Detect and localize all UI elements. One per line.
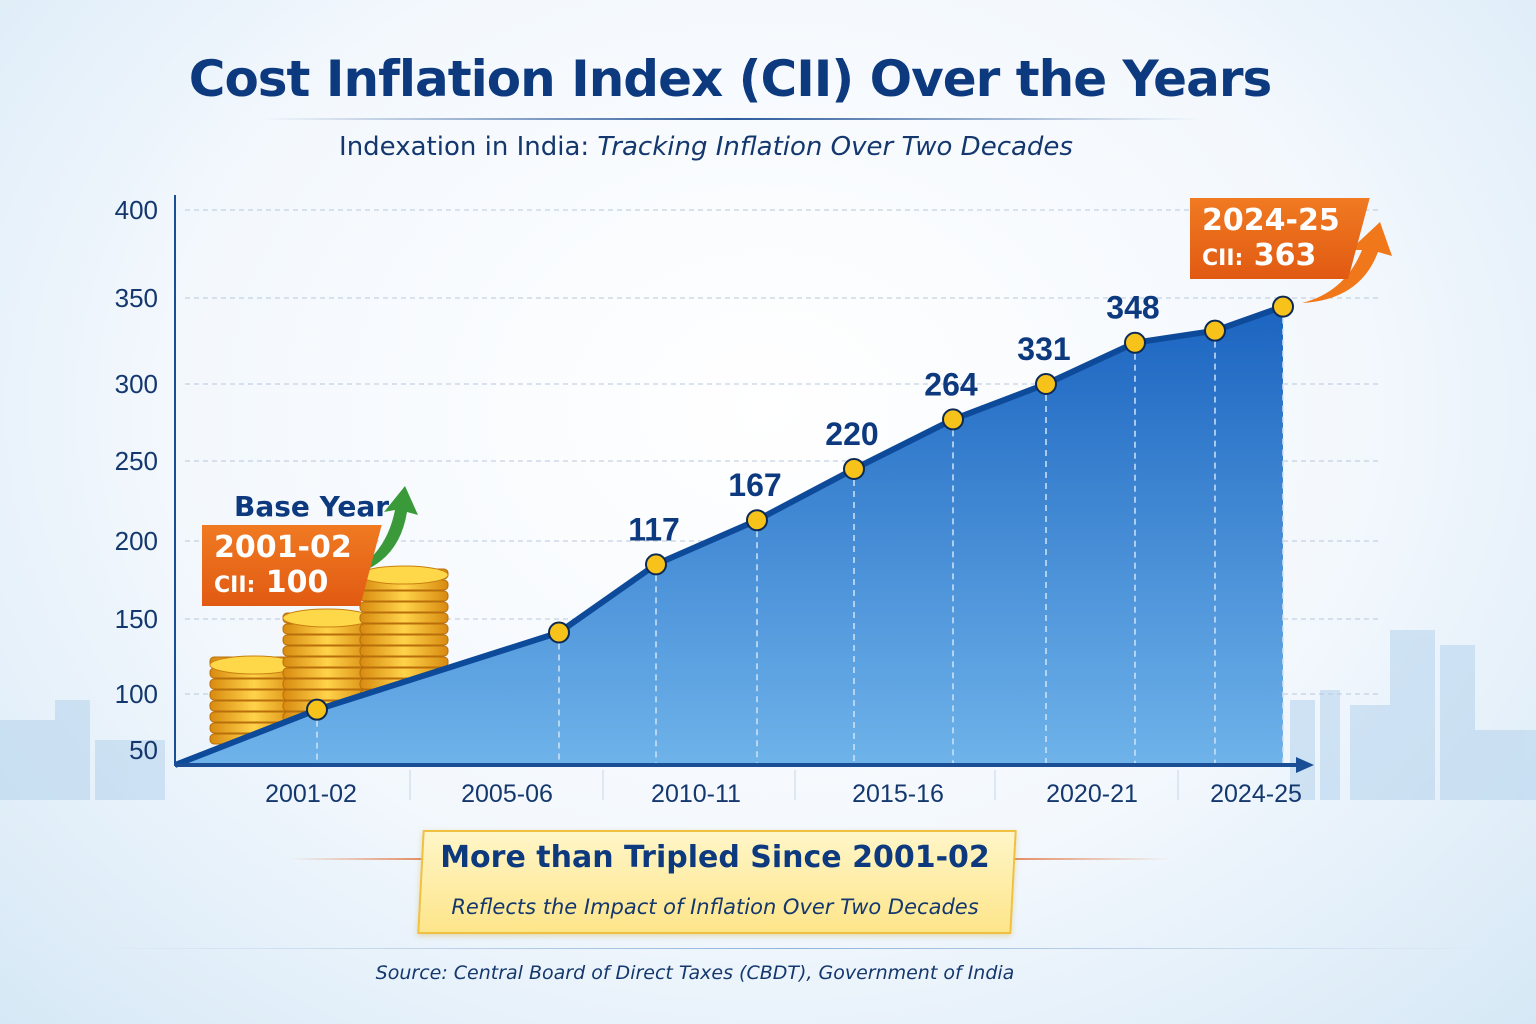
data-point: [746, 509, 768, 532]
data-point: [548, 621, 570, 644]
data-point: [645, 553, 667, 576]
base-year-heading: Base Year: [234, 490, 390, 523]
x-tick-label: 2024-25: [1210, 780, 1302, 808]
latest-cii-value: 363: [1253, 237, 1317, 273]
data-point: [1272, 295, 1294, 318]
coin: [359, 601, 449, 613]
subtitle-plain: Indexation in India:: [339, 132, 590, 162]
latest-year-value: 2024-25: [1202, 203, 1340, 238]
base-year-callout: 2001-02 CII: 100: [202, 525, 382, 606]
coin: [359, 623, 449, 635]
data-label: 117: [628, 511, 680, 547]
x-tick-label: 2015-16: [852, 780, 944, 808]
title-divider: [262, 118, 1202, 120]
latest-year-callout: 2024-25 CII: 363: [1190, 198, 1370, 279]
data-point: [843, 458, 865, 480]
city-skyline: [0, 630, 1536, 800]
y-tick-label: 400: [115, 195, 158, 225]
source-note: Source: Central Board of Direct Taxes (C…: [375, 962, 1015, 984]
y-tick-label: 300: [115, 369, 158, 399]
coin: [359, 634, 449, 646]
y-tick-label: 100: [115, 679, 158, 709]
orange-up-arrow-icon: [1302, 222, 1392, 303]
base-cii-label: CII:: [214, 572, 256, 598]
chart-title: Cost Inflation Index (CII) Over the Year…: [188, 50, 1273, 108]
banner-subtitle: Reflects the Impact of Inflation Over Tw…: [451, 895, 979, 919]
banner-title: More than Tripled Since 2001-02: [440, 840, 990, 875]
y-tick-label: 250: [115, 446, 158, 476]
x-tick-label: 2020-21: [1046, 780, 1138, 808]
data-point: [1035, 373, 1057, 395]
coin: [282, 634, 372, 646]
green-up-arrow-icon: [340, 486, 418, 578]
data-label: 264: [924, 366, 978, 402]
chart-subtitle: Indexation in India: Tracking Inflation …: [0, 132, 1412, 162]
data-point: [306, 698, 328, 721]
y-tick-label: 150: [115, 604, 158, 634]
coin: [282, 645, 372, 657]
x-axis-arrow-icon: [1296, 757, 1314, 773]
coin: [359, 612, 449, 624]
data-point: [1124, 331, 1146, 354]
data-label: 220: [825, 416, 878, 452]
coin-top: [359, 565, 449, 585]
subtitle-italic: Tracking Inflation Over Two Decades: [597, 132, 1073, 162]
coin-top: [282, 608, 372, 628]
x-tick-label: 2010-11: [651, 780, 741, 808]
cii-area: [175, 306, 1283, 765]
y-tick-label: 350: [115, 283, 158, 313]
data-label: 348: [1106, 290, 1159, 326]
data-label: 331: [1017, 331, 1070, 367]
coin: [359, 645, 449, 657]
latest-cii-label: CII:: [1202, 245, 1244, 271]
banner-right-line: [970, 858, 1170, 860]
coin: [282, 656, 372, 668]
data-label: 167: [728, 467, 781, 503]
y-tick-label: 50: [129, 735, 158, 765]
data-point: [942, 408, 964, 431]
coin: [282, 678, 372, 690]
coin: [359, 590, 449, 602]
coin: [359, 656, 449, 668]
data-point: [1204, 319, 1226, 342]
y-tick-label: 200: [115, 526, 158, 556]
banner-left-line: [290, 858, 460, 860]
base-cii-value: 100: [265, 564, 329, 600]
x-tick-label: 2001-02: [265, 780, 357, 808]
coin: [282, 667, 372, 679]
footer-divider: [90, 948, 1490, 949]
x-tick-label: 2005-06: [461, 780, 553, 808]
base-year-value: 2001-02: [214, 530, 352, 565]
